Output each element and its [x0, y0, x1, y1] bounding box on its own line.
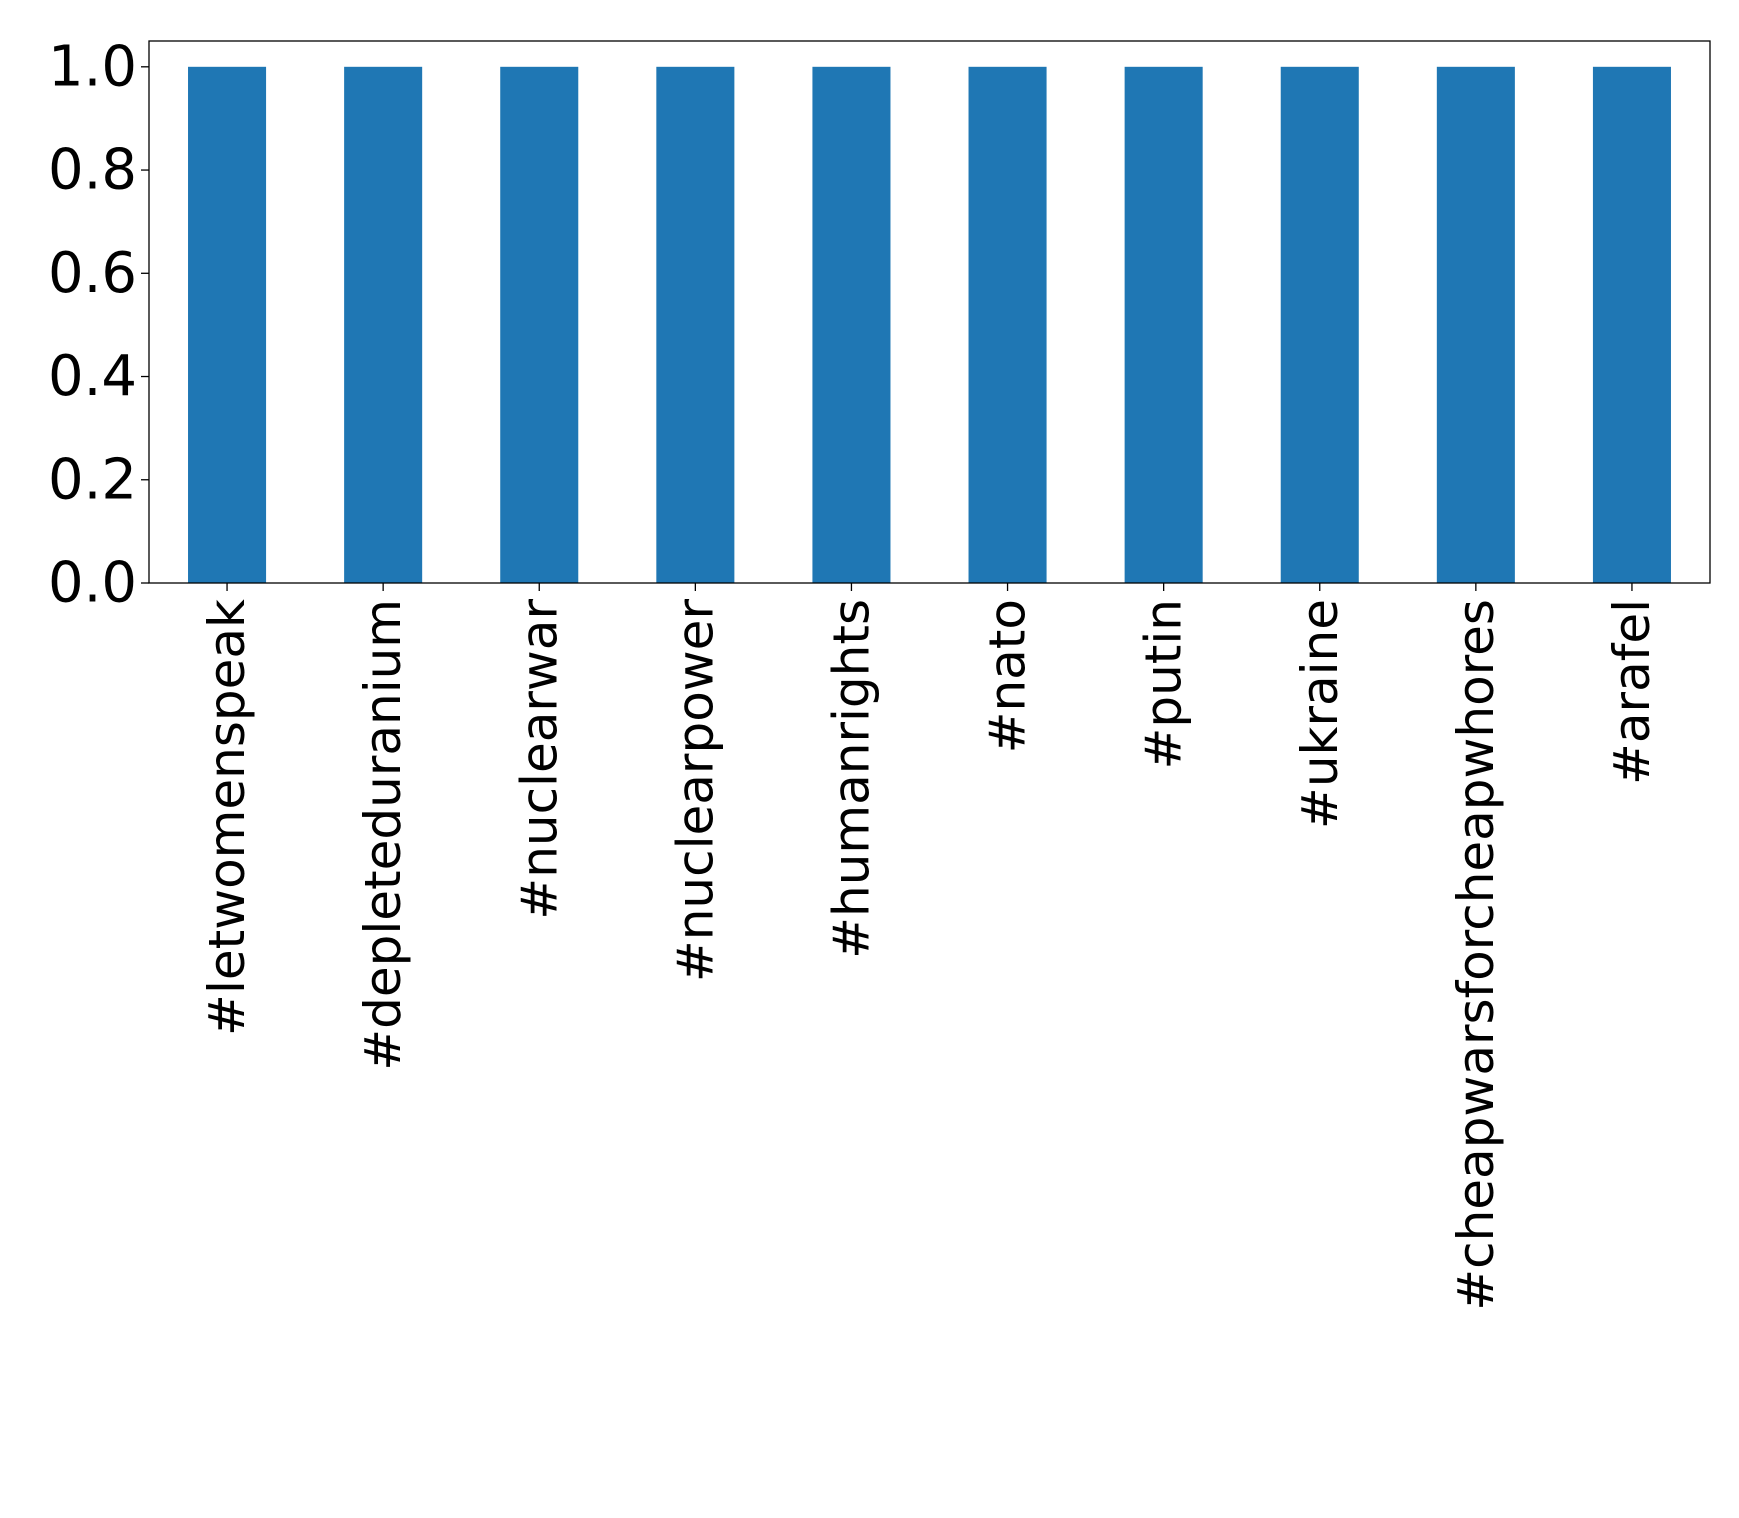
- bar-7: [1280, 66, 1359, 584]
- y-tick-label-1: 0.2: [48, 447, 137, 512]
- bar-3: [656, 66, 735, 584]
- bar-2: [500, 66, 579, 584]
- y-tick-label-4: 0.8: [48, 138, 137, 203]
- bar-4: [812, 66, 891, 584]
- bar-0: [188, 66, 267, 584]
- bar-8: [1436, 66, 1515, 584]
- x-tick-label-4: #humanrights: [822, 599, 880, 959]
- bar-9: [1592, 66, 1671, 584]
- x-tick-label-2: #nuclearwar: [510, 599, 568, 920]
- bar-5: [968, 66, 1047, 584]
- bar-1: [344, 66, 423, 584]
- bars-group: [188, 66, 1671, 584]
- x-axis: #letwomenspeak #depleteduranium #nuclearwa…: [198, 583, 1661, 1311]
- x-tick-label-7: #ukraine: [1291, 599, 1349, 829]
- x-tick-label-1: #depleteduranium: [354, 599, 412, 1071]
- y-tick-label-0: 0.0: [48, 551, 137, 616]
- x-tick-label-3: #nuclearpower: [666, 599, 724, 983]
- bar-6: [1124, 66, 1203, 584]
- y-tick-label-5: 1.0: [48, 34, 137, 99]
- x-tick-label-9: #arafel: [1603, 599, 1661, 785]
- x-tick-label-6: #putin: [1135, 599, 1193, 770]
- y-tick-label-2: 0.4: [48, 344, 137, 409]
- y-axis: 0.0 0.2 0.4 0.6 0.8 1.0: [48, 34, 149, 616]
- x-tick-label-8: #cheapwarsforcheapwhores: [1447, 599, 1505, 1311]
- plot-area-frame: [148, 40, 1711, 584]
- x-tick-label-0: #letwomenspeak: [198, 599, 256, 1036]
- x-tick-label-5: #nato: [979, 599, 1037, 753]
- y-tick-label-3: 0.6: [48, 241, 137, 306]
